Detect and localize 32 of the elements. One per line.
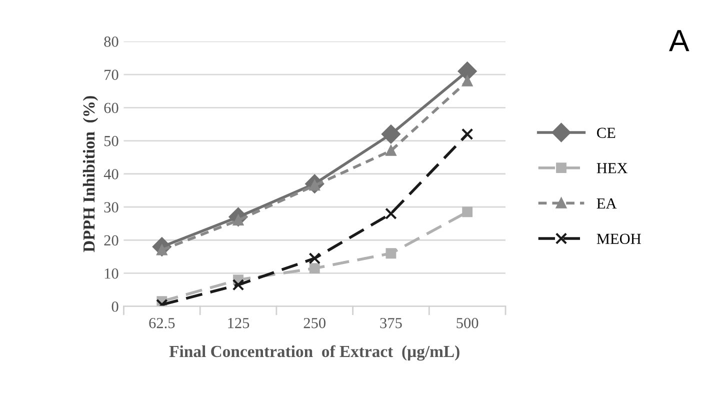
x-tick-label: 375 bbox=[380, 318, 402, 328]
point bbox=[308, 252, 321, 264]
point bbox=[309, 263, 320, 274]
x-tick-label: 250 bbox=[304, 318, 326, 328]
point bbox=[386, 145, 396, 156]
y-tick-label: 50 bbox=[104, 136, 118, 146]
y-tick-label: 10 bbox=[104, 268, 118, 279]
y-tick-label: 0 bbox=[112, 302, 118, 312]
legend-label: EA bbox=[596, 198, 617, 209]
point bbox=[386, 248, 396, 259]
text: A bbox=[669, 30, 690, 52]
y-tick-label: 80 bbox=[104, 36, 118, 47]
point bbox=[461, 128, 474, 140]
x-tick-label: 500 bbox=[456, 318, 478, 328]
legend-label: MEOH bbox=[596, 234, 641, 244]
legend-label: CE bbox=[597, 128, 616, 138]
y-tick-label: 20 bbox=[104, 235, 118, 246]
x-axis-title: Final Concentration of Extract (µg/mL) bbox=[169, 345, 460, 361]
x-tick-label: 62.5 bbox=[149, 318, 175, 328]
point bbox=[462, 206, 473, 218]
point bbox=[382, 124, 400, 144]
point bbox=[385, 208, 397, 220]
y-tick-label: 30 bbox=[104, 202, 118, 212]
y-axis-title: DPPH Inhibition (%) bbox=[82, 96, 98, 252]
point bbox=[232, 278, 244, 291]
legend-label: HEX bbox=[596, 163, 628, 174]
y-tick-label: 70 bbox=[104, 70, 118, 80]
point bbox=[462, 76, 473, 86]
x-tick-label: 125 bbox=[228, 318, 250, 328]
point bbox=[458, 62, 477, 81]
y-tick-label: 60 bbox=[104, 102, 118, 114]
y-tick-label: 40 bbox=[104, 169, 118, 180]
